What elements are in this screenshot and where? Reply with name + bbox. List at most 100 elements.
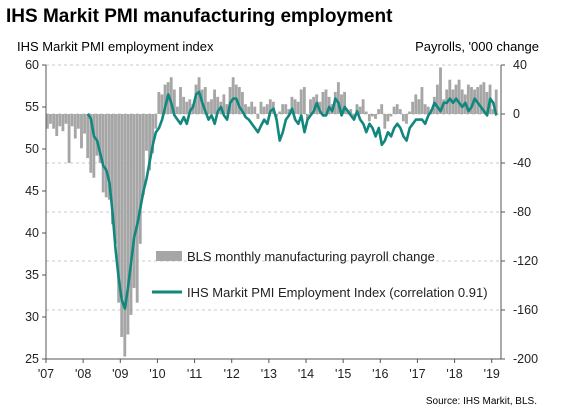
payroll-bar xyxy=(436,84,439,114)
payroll-bar xyxy=(89,114,93,173)
payroll-bar xyxy=(265,104,269,114)
payroll-bar xyxy=(278,111,281,114)
payroll-bar xyxy=(49,114,52,124)
payroll-bar xyxy=(141,114,145,195)
payroll-bar xyxy=(262,106,266,114)
x-tick-label: '14 xyxy=(298,367,314,381)
payroll-bar xyxy=(185,101,189,114)
payroll-bar xyxy=(203,87,207,114)
payroll-bar xyxy=(83,114,86,134)
payroll-bar xyxy=(67,114,71,163)
payroll-bar xyxy=(86,114,90,159)
payroll-bar xyxy=(290,96,294,114)
payroll-bar xyxy=(439,67,442,114)
payroll-bar xyxy=(284,104,288,114)
payroll-bar xyxy=(306,114,309,119)
payroll-bar xyxy=(216,96,220,114)
left-tick-label: 30 xyxy=(25,310,39,324)
left-tick-label: 40 xyxy=(25,226,39,240)
payroll-bar xyxy=(401,114,405,122)
payroll-bar xyxy=(414,94,418,114)
payroll-bar xyxy=(256,114,260,119)
payroll-bar xyxy=(135,114,139,303)
payroll-bar xyxy=(58,114,62,127)
chart-title: IHS Markit PMI manufacturing employment xyxy=(6,6,393,27)
x-tick-label: '11 xyxy=(187,367,202,381)
payroll-bar xyxy=(457,79,461,114)
right-tick-label: 40 xyxy=(513,58,527,72)
payroll-bar xyxy=(281,104,285,114)
payroll-bar xyxy=(179,87,182,114)
payroll-bar xyxy=(420,87,424,114)
source-note: Source: IHS Markit, BLS. xyxy=(425,396,537,407)
payroll-bar xyxy=(213,89,216,114)
left-tick-label: 35 xyxy=(25,268,39,282)
payroll-bar xyxy=(151,114,155,154)
payroll-bar xyxy=(460,89,464,114)
payroll-bar xyxy=(479,84,483,114)
right-tick-label: -120 xyxy=(513,254,538,268)
x-tick-label: '10 xyxy=(149,367,165,381)
x-tick-label: '15 xyxy=(335,367,351,381)
payroll-bar xyxy=(247,106,251,114)
payroll-bar xyxy=(417,99,421,114)
payroll-bar xyxy=(104,114,108,198)
payroll-bar xyxy=(206,101,210,114)
payroll-bar xyxy=(138,114,142,244)
payroll-bar xyxy=(302,87,306,114)
payroll-bar xyxy=(470,87,473,114)
payroll-bar xyxy=(494,89,498,114)
pmi-employment-line xyxy=(86,90,498,310)
payroll-bar xyxy=(485,91,489,114)
left-tick-label: 25 xyxy=(25,352,39,366)
left-tick-label: 60 xyxy=(25,58,39,72)
payroll-bar xyxy=(361,99,365,114)
payroll-bar xyxy=(377,109,381,114)
payroll-bar xyxy=(154,114,158,129)
payroll-bar xyxy=(163,84,167,114)
payroll-bar xyxy=(76,114,80,129)
payroll-bar xyxy=(386,114,390,122)
payroll-bar xyxy=(296,101,300,114)
payroll-bar xyxy=(176,106,179,114)
x-tick-label: '12 xyxy=(224,367,240,381)
payroll-bar xyxy=(117,114,121,303)
line-series xyxy=(86,90,498,310)
payroll-bar xyxy=(148,114,151,171)
payroll-bar xyxy=(228,87,232,114)
payroll-bar xyxy=(259,101,263,114)
payroll-bar xyxy=(411,101,415,114)
payroll-bar xyxy=(132,114,136,288)
x-tick-label: '18 xyxy=(446,367,462,381)
axes: 25 30 35 40 45 50 55 60 -200 -160 -120 -80 -40 0 40 '07… xyxy=(25,58,538,381)
payroll-bar xyxy=(80,114,83,149)
bar-series xyxy=(46,67,498,357)
left-tick-label: 55 xyxy=(25,100,39,114)
payroll-bar xyxy=(405,114,408,124)
payroll-bar xyxy=(408,111,411,114)
payroll-bar xyxy=(321,91,325,114)
payroll-bar xyxy=(182,96,186,114)
payroll-bar xyxy=(293,99,297,114)
payroll-bar xyxy=(355,104,359,114)
payroll-bar xyxy=(107,114,111,200)
payroll-bar xyxy=(324,89,328,114)
payroll-bar xyxy=(231,77,235,114)
x-tick-label: '08 xyxy=(75,367,91,381)
right-tick-label: 0 xyxy=(513,107,520,121)
x-tick-label: '07 xyxy=(38,367,54,381)
legend: BLS monthly manufacturing payroll change… xyxy=(152,249,488,300)
payroll-bar xyxy=(98,114,102,163)
payroll-bar xyxy=(383,114,387,129)
payroll-bar xyxy=(343,91,346,114)
payroll-bar xyxy=(389,114,393,117)
payroll-bar xyxy=(120,114,124,337)
legend-line-label: IHS Markit PMI Employment Index (correla… xyxy=(187,285,488,300)
payroll-bar xyxy=(398,109,402,114)
payroll-bar xyxy=(237,87,241,114)
payroll-bar xyxy=(52,114,56,129)
payroll-bar xyxy=(312,96,316,114)
payroll-bar xyxy=(64,114,68,124)
payroll-bar xyxy=(426,106,430,114)
payroll-bar xyxy=(374,114,377,119)
